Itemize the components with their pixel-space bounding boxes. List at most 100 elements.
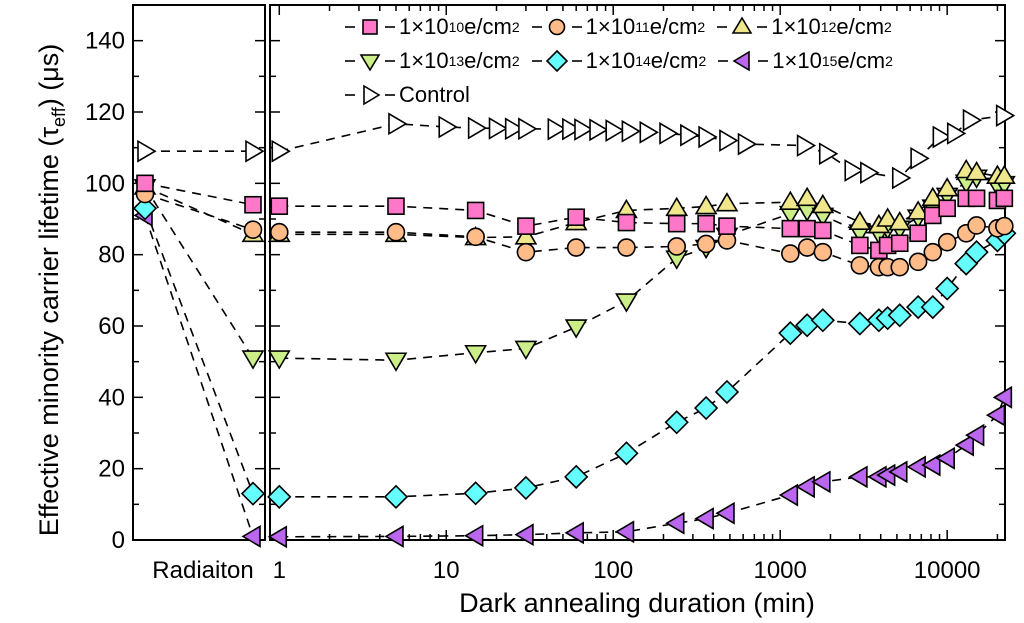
series-4-point — [778, 321, 803, 346]
y-tick-label: 140 — [85, 28, 125, 55]
series-4-point — [935, 276, 960, 301]
series-5-point — [921, 453, 941, 477]
series-markers — [132, 104, 1017, 549]
series-0-point — [890, 234, 909, 253]
x-tick-label: 1000 — [753, 557, 806, 584]
legend-item: 1×10 12 e/cm 2 — [715, 14, 892, 40]
series-5-point — [778, 483, 799, 507]
series-6-point — [910, 146, 930, 170]
series-2-point — [876, 207, 900, 227]
left-panel-frame — [132, 4, 266, 541]
series-2-point — [778, 190, 802, 211]
series-6-point — [547, 117, 567, 141]
series-6-point — [680, 123, 700, 147]
series-0-point — [617, 213, 636, 232]
series-6-point — [574, 118, 594, 141]
x-tick-label: 10 — [433, 557, 460, 584]
series-4-point — [564, 464, 589, 490]
series-4-before-point — [132, 196, 158, 221]
series-0-before-point — [136, 174, 154, 193]
series-2-point — [848, 210, 872, 231]
series-4-point — [964, 240, 989, 265]
series-5-point — [935, 446, 955, 470]
series-2-point — [888, 210, 912, 231]
series-1-point — [386, 222, 406, 242]
series-4-point — [664, 410, 689, 435]
series-6-point — [796, 134, 817, 157]
series-6-point — [932, 125, 952, 149]
series-5-point — [985, 403, 1006, 427]
series-6-point — [719, 129, 739, 152]
legend-square-icon — [345, 19, 395, 35]
series-1-point — [890, 257, 910, 277]
legend-triangle-down-icon — [345, 54, 395, 72]
series-2-point — [795, 186, 819, 207]
series-2-point — [694, 194, 718, 215]
series-5-point — [464, 524, 484, 548]
series-0-point — [814, 221, 832, 240]
series-6-point — [271, 139, 291, 163]
series-2-point — [715, 192, 739, 212]
tick-labels: 0 20 40 60 80 100 120 140 1 10 100 1000 10000 — [85, 28, 981, 584]
series-5-point — [384, 525, 404, 548]
series-6-point — [698, 125, 718, 149]
series-2-point — [935, 177, 959, 197]
series-3-point — [615, 293, 638, 313]
series-1-point — [797, 238, 817, 257]
series-5-point — [848, 465, 868, 489]
legend-triangle-right-icon — [345, 84, 395, 106]
series-5-point — [964, 423, 985, 447]
y-axis-title: Effective minority carrier lifetime (τef… — [34, 44, 69, 537]
series-5-radiation-line — [144, 215, 254, 537]
series-1-point — [908, 252, 928, 272]
series-1-point — [466, 227, 485, 247]
series-5-point — [992, 385, 1013, 409]
series-2-point — [811, 193, 835, 214]
series-5-point — [267, 525, 288, 549]
series-1-point — [667, 237, 687, 256]
legend-triangle-left-icon — [718, 50, 769, 72]
series-5-point — [795, 475, 815, 499]
series-1-point — [516, 242, 536, 262]
legend-item: 1×10 11 e/cm 2 — [530, 14, 705, 40]
series-0-point — [718, 217, 736, 235]
series-4-radiation-line — [144, 208, 254, 494]
legend-marker — [363, 84, 381, 106]
y-tick-label: 20 — [98, 456, 125, 483]
legend-item: 1×10 14 e/cm 2 — [530, 48, 706, 74]
series-0-point — [781, 219, 800, 238]
series-1-point — [850, 256, 870, 275]
series-0-point — [995, 189, 1014, 208]
series-6-point — [860, 161, 880, 185]
y-tick-label: 40 — [98, 384, 125, 411]
series-0-point — [567, 208, 585, 227]
series-5-point — [514, 523, 534, 547]
legend-row: 1×10 13 e/cm 2 1×10 14 e/cm 2 1×10 15 e/cm 2 — [343, 44, 903, 78]
series-0-point — [909, 224, 927, 243]
series-6-point — [844, 159, 864, 182]
legend-item: 1×10 13 e/cm 2 — [343, 48, 520, 74]
series-1-point — [937, 232, 957, 252]
series-6-point — [589, 118, 609, 142]
series-6-point — [621, 119, 641, 143]
legend-marker — [732, 50, 751, 72]
series-6-point — [605, 119, 625, 142]
series-4-point — [887, 303, 912, 328]
series-5-after-radiation-point — [241, 525, 261, 548]
series-6-point — [946, 122, 967, 145]
series-1-point — [967, 216, 986, 235]
series-1-point — [566, 238, 586, 257]
series-3-point — [384, 352, 408, 372]
legend-marker — [359, 54, 381, 72]
x-tick-label: 10000 — [914, 557, 981, 584]
series-4-point — [810, 308, 835, 333]
legend-row: 1×10 10 e/cm 2 1×10 11 e/cm 2 1×10 12 e/cm 2 — [343, 10, 903, 44]
series-0-radiation-line — [144, 182, 254, 206]
series-4-after-radiation-point — [240, 481, 266, 506]
y-tick-label: 80 — [98, 242, 125, 269]
series-2-radiation-line — [144, 186, 254, 236]
series-3-point — [514, 340, 538, 361]
series-0-point — [967, 189, 986, 208]
series-5-point — [715, 501, 735, 525]
